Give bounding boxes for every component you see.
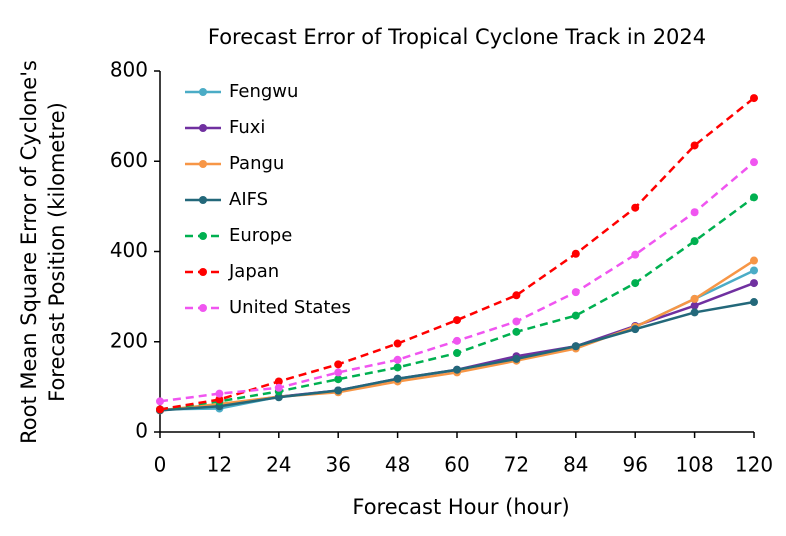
data-point (690, 301, 699, 310)
legend-marker (199, 232, 207, 240)
data-point (750, 298, 758, 307)
data-point (512, 291, 521, 300)
x-tick-label: 84 (563, 453, 588, 477)
data-point (631, 250, 640, 259)
data-point (393, 374, 402, 383)
legend-marker (199, 124, 207, 132)
data-point (156, 397, 164, 406)
x-tick-label: 96 (622, 453, 647, 477)
data-point (274, 377, 283, 386)
x-axis-label: Forecast Hour (hour) (352, 495, 569, 519)
data-point (631, 325, 640, 334)
series-line (159, 259, 755, 412)
legend-marker (199, 304, 207, 312)
data-point (453, 349, 461, 358)
legend-label: Europe (229, 225, 292, 246)
legend-marker (199, 268, 207, 276)
data-point (571, 288, 580, 297)
legend-label: Pangu (229, 153, 284, 174)
legend-marker (199, 196, 207, 204)
legend-label: United States (229, 297, 351, 318)
legend-label: Japan (228, 261, 279, 282)
data-point (274, 393, 283, 402)
data-point (750, 193, 758, 202)
legend-marker (199, 160, 207, 168)
data-point (750, 158, 758, 167)
data-point (690, 208, 699, 217)
y-tick-label: 400 (110, 238, 148, 262)
legend-label: AIFS (229, 189, 268, 210)
data-point (690, 294, 699, 303)
data-point (334, 375, 343, 384)
data-point (334, 360, 343, 369)
x-tick-label: 36 (325, 453, 350, 477)
data-point (393, 355, 402, 364)
x-tick-label: 0 (154, 453, 167, 477)
data-point (750, 279, 758, 288)
x-tick-label: 72 (504, 453, 529, 477)
y-axis-label: Forecast Position (kilometre) (45, 102, 69, 402)
data-point (690, 141, 699, 150)
x-tick-label: 24 (266, 453, 291, 477)
data-point (215, 395, 224, 404)
data-point (571, 342, 580, 351)
data-point (156, 405, 164, 414)
data-point (334, 386, 343, 395)
data-point (215, 389, 224, 398)
data-point (512, 327, 521, 336)
data-point (631, 279, 640, 288)
data-point (453, 316, 461, 325)
data-point (274, 383, 283, 392)
data-point (453, 336, 461, 345)
x-tick-label: 12 (207, 453, 232, 477)
data-point (750, 94, 758, 103)
y-axis-label: Root Mean Square Error of Cyclone's (17, 60, 41, 444)
data-point (512, 354, 521, 363)
x-tick-label: 120 (735, 453, 773, 477)
data-point (393, 339, 402, 348)
data-point (750, 266, 758, 275)
x-tick-label: 48 (385, 453, 410, 477)
data-point (334, 368, 343, 377)
legend-label: Fengwu (229, 81, 298, 102)
data-point (571, 249, 580, 258)
chart-title: Forecast Error of Tropical Cyclone Track… (208, 25, 706, 49)
data-point (571, 311, 580, 320)
data-point (690, 308, 699, 317)
x-tick-label: 108 (676, 453, 714, 477)
data-point (393, 363, 402, 372)
x-tick-label: 60 (444, 453, 469, 477)
y-tick-label: 600 (110, 148, 148, 172)
series-line (159, 97, 755, 411)
legend-marker (199, 88, 207, 96)
y-tick-label: 0 (135, 419, 148, 443)
data-point (690, 237, 699, 246)
y-tick-label: 800 (110, 58, 148, 82)
data-point (453, 365, 461, 374)
y-tick-label: 200 (110, 328, 148, 352)
data-point (631, 203, 640, 212)
data-point (512, 317, 521, 326)
data-point (750, 256, 758, 265)
legend-label: Fuxi (229, 117, 265, 138)
